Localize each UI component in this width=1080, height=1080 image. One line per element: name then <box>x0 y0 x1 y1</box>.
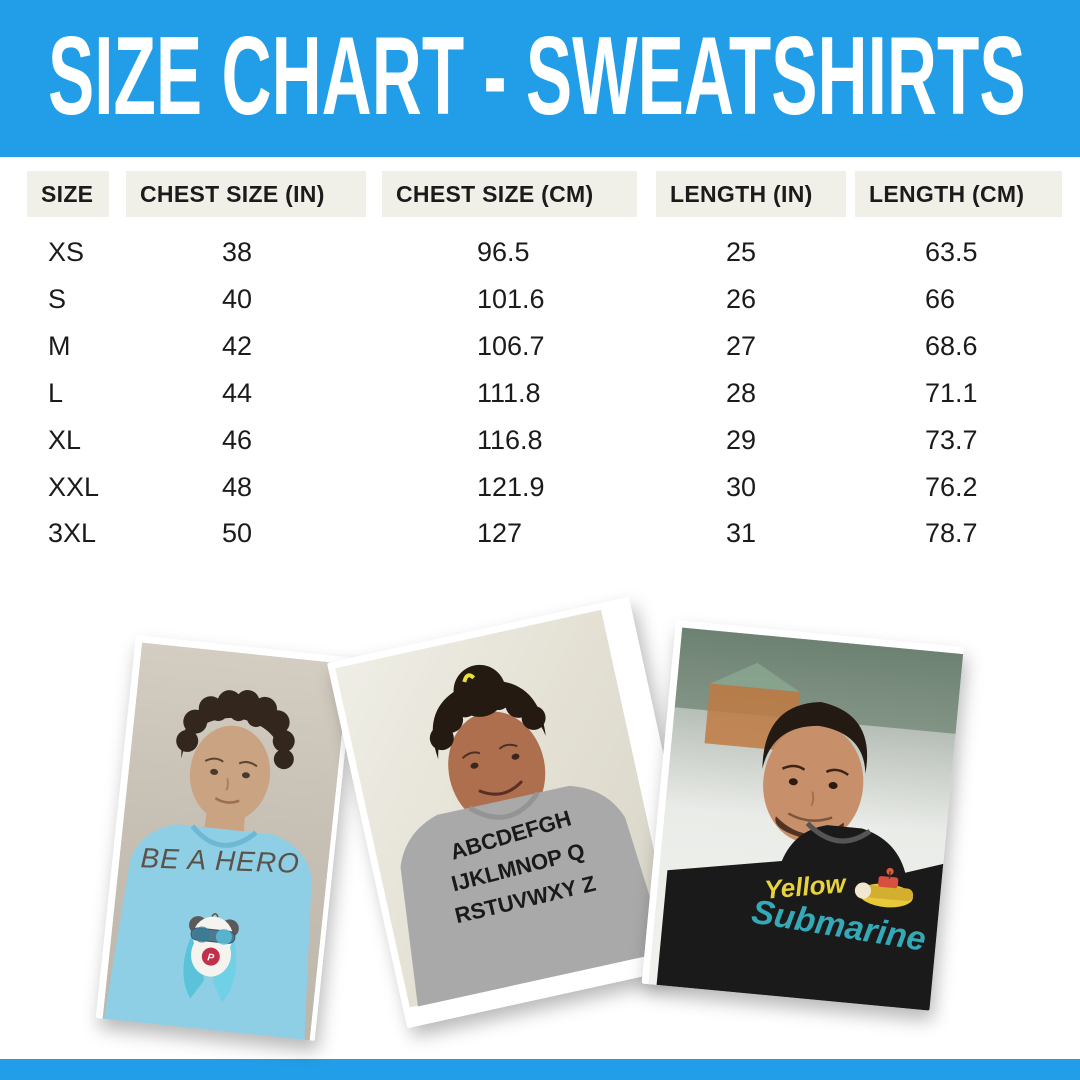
svg-text:BE A HERO: BE A HERO <box>140 842 300 879</box>
